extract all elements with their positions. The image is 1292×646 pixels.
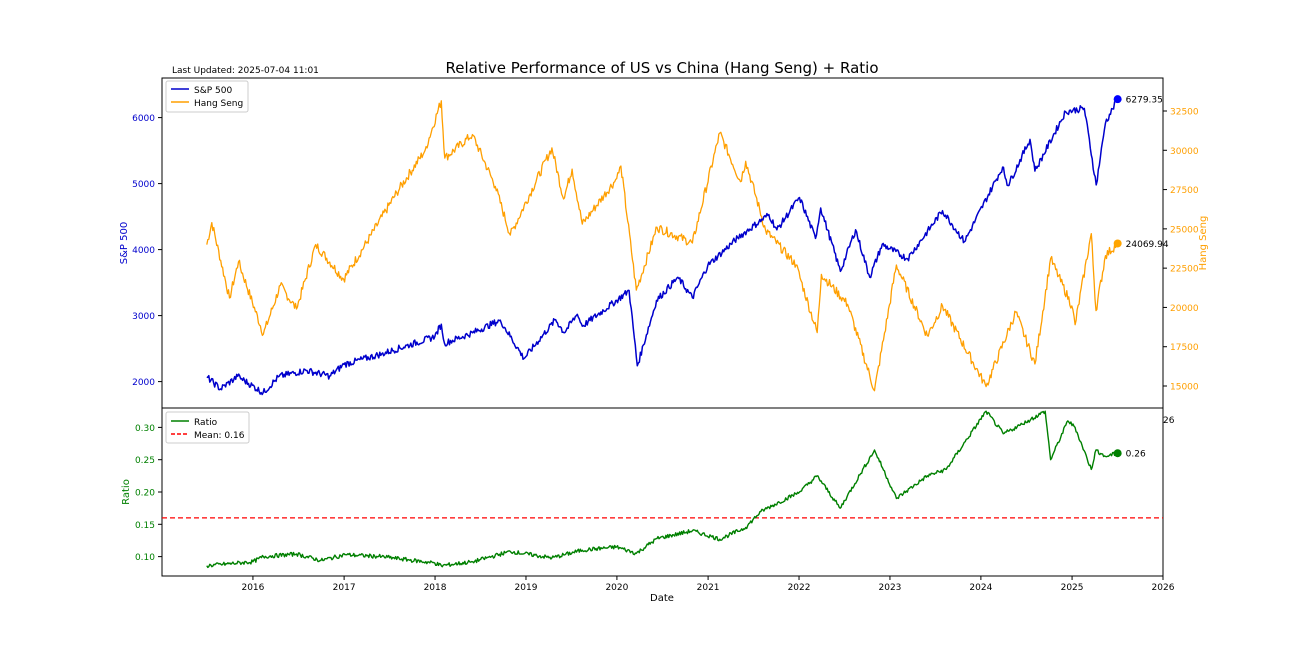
- ratio-line: [206, 410, 1119, 569]
- top-end-markers: 6279.35 24069.94: [1113, 95, 1169, 250]
- x-tick-label: 2017: [333, 583, 356, 593]
- top-right-tick-label: 20000: [1170, 304, 1199, 314]
- top-right-tick-label: 27500: [1170, 186, 1199, 196]
- bottom-panel: 0.10 0.15 0.20 0.25 0.30 2016 2017 2018 2019 202…: [121, 407, 1175, 604]
- hang-seng-line: [206, 100, 1119, 392]
- top-panel: 2000 3000 4000 5000 6000 15000 17500 20000 2250…: [119, 77, 1209, 409]
- top-left-tick-label: 5000: [132, 180, 155, 190]
- x-tick-label: 2021: [697, 583, 720, 593]
- sp500-end-marker: [1113, 95, 1122, 104]
- top-left-y-label: S&P 500: [119, 222, 130, 264]
- bottom-legend: Ratio Mean: 0.16: [165, 411, 250, 444]
- top-left-tick-label: 2000: [132, 378, 155, 388]
- top-series-layer: [206, 98, 1119, 396]
- ratio-end-label: 0.26: [1126, 450, 1146, 460]
- top-right-y-label: Hang Seng: [1198, 216, 1209, 271]
- chart-title: Relative Performance of US vs China (Han…: [445, 59, 878, 77]
- bottom-y-label: Ratio: [121, 479, 132, 505]
- bottom-y-ticks: 0.10 0.15 0.20 0.25 0.30: [135, 424, 162, 563]
- x-tick-label: 2022: [788, 583, 811, 593]
- x-tick-label: 2016: [241, 583, 264, 593]
- top-left-tick-label: 3000: [132, 312, 155, 322]
- legend-label-hang-seng: Hang Seng: [194, 99, 243, 109]
- bottom-legend-box: [165, 411, 250, 444]
- top-right-tick-label: 17500: [1170, 343, 1199, 353]
- legend-label-ratio: Ratio: [194, 418, 218, 428]
- top-left-y-ticks: 2000 3000 4000 5000 6000: [132, 114, 162, 388]
- x-tick-label: 2026: [1152, 583, 1175, 593]
- bottom-y-tick-label: 0.10: [135, 553, 155, 563]
- bottom-edge-text: 26: [1163, 416, 1175, 426]
- top-right-tick-label: 32500: [1170, 108, 1199, 118]
- top-legend: S&P 500 Hang Seng: [165, 80, 249, 113]
- legend-label-sp500: S&P 500: [194, 86, 232, 96]
- x-tick-label: 2019: [515, 583, 538, 593]
- bottom-y-tick-label: 0.25: [135, 456, 155, 466]
- bottom-y-tick-label: 0.15: [135, 521, 155, 531]
- bottom-y-tick-label: 0.30: [135, 424, 155, 434]
- x-tick-label: 2023: [879, 583, 902, 593]
- top-left-tick-label: 6000: [132, 114, 155, 124]
- top-right-tick-label: 22500: [1170, 265, 1199, 275]
- sp500-line: [206, 98, 1119, 396]
- ratio-end-marker: [1113, 449, 1122, 458]
- hang-seng-end-label: 24069.94: [1126, 240, 1169, 250]
- top-right-tick-label: 25000: [1170, 225, 1199, 235]
- top-right-tick-label: 30000: [1170, 147, 1199, 157]
- x-tick-label: 2020: [605, 583, 628, 593]
- bottom-series-layer: [162, 410, 1163, 569]
- x-tick-label: 2025: [1061, 583, 1084, 593]
- bottom-y-tick-label: 0.20: [135, 489, 155, 499]
- x-axis-label: Date: [650, 593, 674, 604]
- legend-label-mean: Mean: 0.16: [194, 431, 245, 441]
- hang-seng-end-marker: [1113, 239, 1122, 248]
- bottom-plot-frame: [161, 407, 1164, 577]
- last-updated-text: Last Updated: 2025-07-04 11:01: [172, 66, 319, 76]
- bottom-end-markers: 0.26: [1113, 449, 1146, 460]
- x-tick-label: 2018: [424, 583, 447, 593]
- x-axis-ticks: 2016 2017 2018 2019 2020 2021 2022 2023 2024 2025…: [241, 576, 1175, 593]
- top-left-tick-label: 4000: [132, 246, 155, 256]
- top-plot-frame: [161, 77, 1164, 409]
- top-right-y-ticks: 15000 17500 20000 22500 25000 27500 30000 32500: [1163, 108, 1199, 393]
- sp500-end-label: 6279.35: [1126, 96, 1163, 106]
- top-right-tick-label: 15000: [1170, 383, 1199, 393]
- x-tick-label: 2024: [969, 583, 992, 593]
